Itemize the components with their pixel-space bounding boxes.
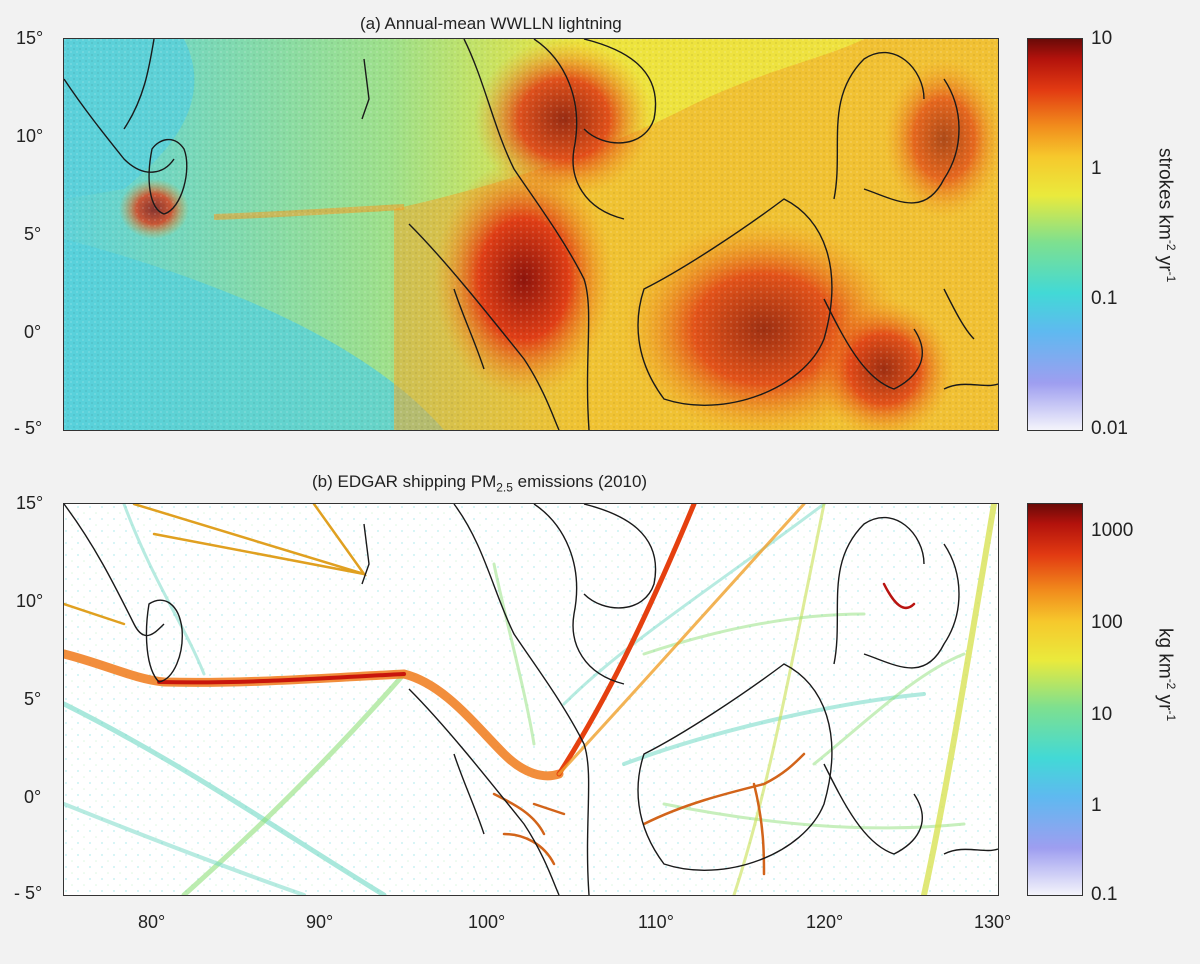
shipping-colorbar: [1027, 503, 1083, 896]
y-tick: 15°: [16, 493, 44, 513]
y-tick: - 5°: [14, 883, 43, 903]
lightning-cbar-tick: 0.1: [1091, 288, 1118, 309]
y-tick: 0°: [24, 787, 42, 807]
shipping-cbar-tick: 1: [1091, 795, 1102, 816]
shipping-colorbar-label: kg km-2 yr-1: [1154, 628, 1178, 722]
shipping-cbar-tick: 100: [1091, 612, 1123, 633]
shipping-cbar-tick: 10: [1091, 704, 1113, 725]
lightning-cbar-tick: 10: [1091, 28, 1113, 49]
lightning-colorbar-label: strokes km-2 yr-1: [1154, 148, 1178, 283]
lightning-colorbar: [1027, 38, 1083, 431]
y-tick: 10°: [16, 126, 44, 146]
y-tick: 0°: [24, 322, 42, 342]
x-tick: 120°: [806, 912, 844, 932]
x-tick: 90°: [306, 912, 334, 932]
x-tick: 100°: [468, 912, 506, 932]
lightning-cbar-tick: 0.01: [1091, 418, 1128, 439]
lightning-cbar-tick: 1: [1091, 158, 1102, 179]
y-tick: 10°: [16, 591, 44, 611]
y-tick: 5°: [24, 224, 42, 244]
shipping-cbar-tick: 1000: [1091, 520, 1134, 541]
lightning-map: [63, 38, 999, 431]
y-tick: 15°: [16, 28, 44, 48]
y-tick: 5°: [24, 689, 42, 709]
shipping-emissions-map: [63, 503, 999, 896]
panel-b-title: (b) EDGAR shipping PM2.5 emissions (2010…: [312, 472, 648, 495]
x-tick: 130°: [974, 912, 1012, 932]
shipping-cbar-tick: 0.1: [1091, 884, 1118, 905]
x-tick: 110°: [638, 912, 674, 932]
x-tick: 80°: [138, 912, 166, 932]
panel-a-title: (a) Annual-mean WWLLN lightning: [360, 14, 622, 33]
y-tick: - 5°: [14, 418, 43, 438]
